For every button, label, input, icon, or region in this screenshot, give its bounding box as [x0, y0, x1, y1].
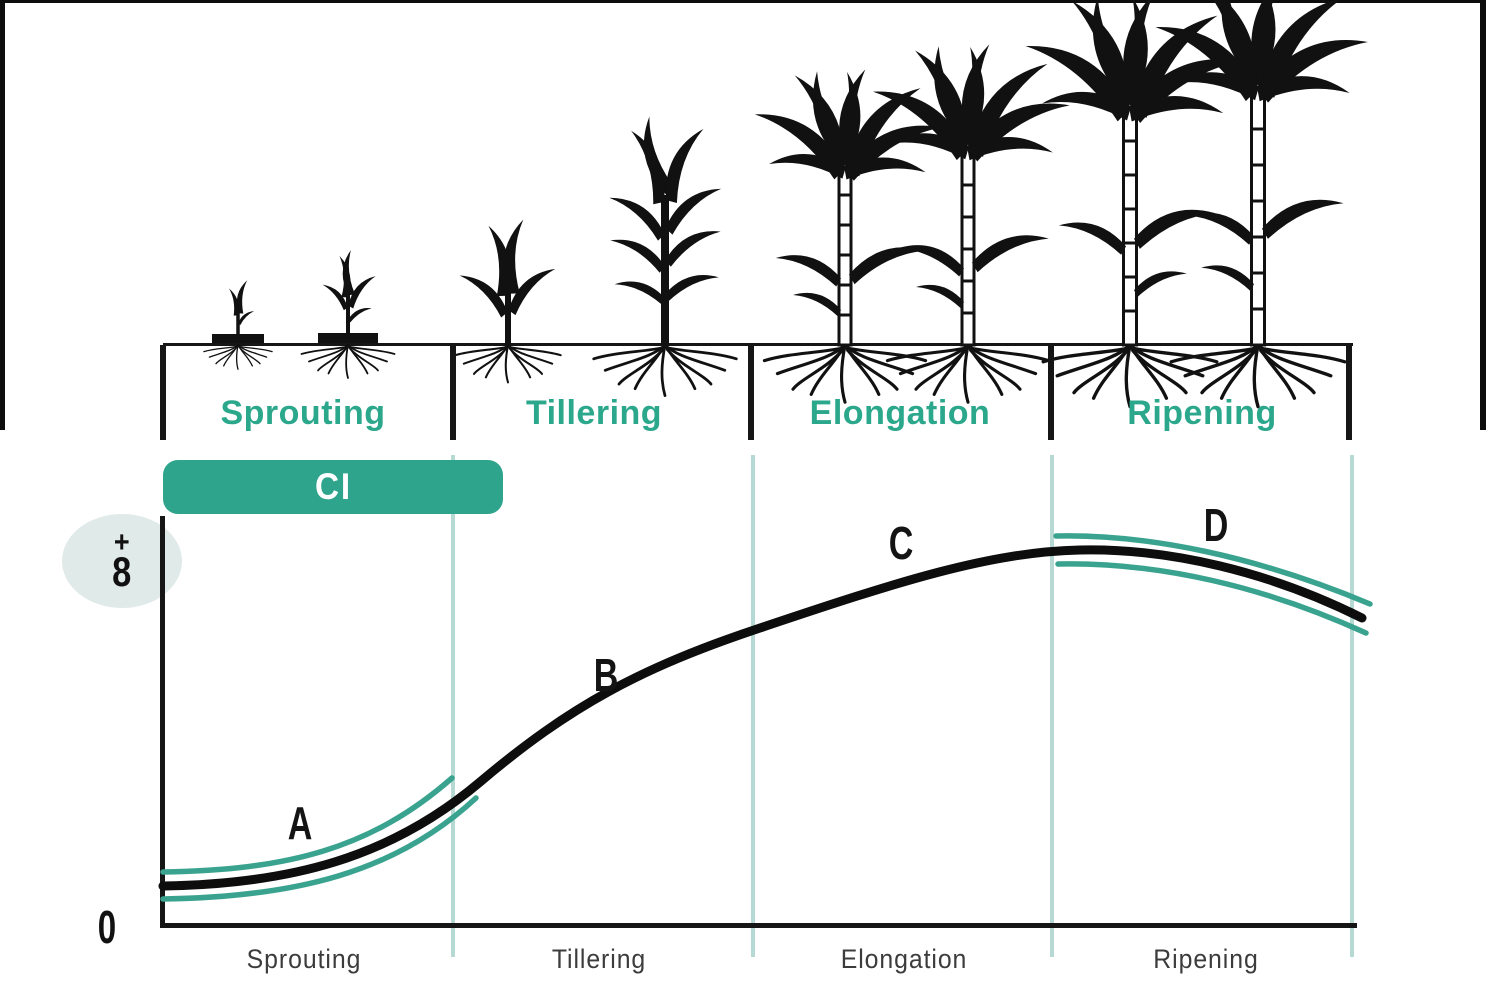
- y-axis-line: [160, 516, 165, 928]
- stage-divider-bar: [1048, 345, 1054, 440]
- left-border-bar: [0, 0, 5, 430]
- stage-label-ripening: Ripening: [1127, 394, 1277, 432]
- curve-label-d: D: [1203, 499, 1229, 551]
- x-axis-line: [163, 923, 1357, 928]
- chart-stage-divider: [1050, 455, 1054, 957]
- mature-cane-icon-left: [1013, 0, 1247, 409]
- stage-label-sprouting: Sprouting: [220, 394, 386, 432]
- top-border-line: [0, 0, 1486, 3]
- ci-badge-label: CI: [314, 466, 352, 507]
- curve-label-a: A: [287, 797, 313, 849]
- chart-stage-divider: [1350, 455, 1354, 957]
- plant-illustrations: [203, 0, 1486, 409]
- growth-curve-line: [158, 545, 1367, 891]
- young-cane-icon-right: [862, 42, 1075, 404]
- ci-badge: CI: [163, 460, 503, 514]
- curve-accent-a-lower: [160, 795, 479, 902]
- tiller-plant-icon-large: [592, 116, 738, 397]
- sprout-icon-medium: [300, 249, 396, 379]
- stage-divider-bar: [1346, 345, 1352, 440]
- y-axis-max-sign: +: [114, 526, 130, 559]
- right-border-bar: [1480, 0, 1486, 430]
- curve-label-b: B: [593, 649, 619, 701]
- y-axis-origin-label: 0: [97, 901, 117, 953]
- curve-label-c: C: [888, 517, 914, 569]
- stage-divider-bar: [748, 345, 754, 440]
- y-axis-max-value: 8: [112, 548, 132, 595]
- chart-stage-divider: [751, 455, 755, 957]
- chart-stage-divider: [451, 455, 455, 957]
- stage-label-elongation: Elongation: [809, 394, 991, 432]
- young-cane-icon-left: [744, 67, 946, 404]
- x-axis-label-sprouting: Sprouting: [246, 944, 362, 974]
- mature-cane-icon-right: [1143, 0, 1373, 409]
- x-axis-label-ripening: Ripening: [1153, 944, 1259, 974]
- sprout-icon-small: [203, 279, 273, 370]
- x-axis-label-elongation: Elongation: [840, 944, 968, 974]
- stage-divider-bar: [160, 345, 166, 440]
- tiller-plant-icon-small: [451, 218, 566, 384]
- x-axis-label-tillering: Tillering: [551, 944, 647, 974]
- ground-line: [163, 343, 1353, 346]
- stage-divider-bar: [450, 345, 456, 440]
- curve-accent-d-lower: [1055, 561, 1369, 636]
- stage-label-tillering: Tillering: [525, 394, 663, 432]
